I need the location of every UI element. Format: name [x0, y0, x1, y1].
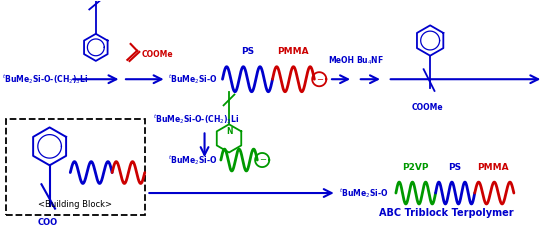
- Text: PMMA: PMMA: [277, 47, 308, 56]
- Text: $^t$BuMe$_2$Si-O: $^t$BuMe$_2$Si-O: [340, 186, 389, 200]
- Text: PS: PS: [241, 47, 254, 56]
- Text: PS: PS: [449, 163, 462, 172]
- Text: PMMA: PMMA: [477, 163, 509, 172]
- Text: COO: COO: [38, 218, 58, 227]
- Text: MeOH: MeOH: [328, 56, 354, 65]
- Text: $^t$BuMe$_2$Si-O: $^t$BuMe$_2$Si-O: [168, 153, 217, 167]
- Text: $^t$BuMe$_2$Si-O: $^t$BuMe$_2$Si-O: [168, 72, 217, 86]
- Text: −: −: [316, 75, 323, 84]
- Text: P2VP: P2VP: [402, 163, 428, 172]
- Text: COOMe: COOMe: [411, 103, 443, 112]
- Text: $^t$BuMe$_2$Si-O-(CH$_2$)$_3$Li: $^t$BuMe$_2$Si-O-(CH$_2$)$_3$Li: [2, 72, 88, 86]
- Text: −: −: [259, 155, 265, 164]
- Text: ABC Triblock Terpolymer: ABC Triblock Terpolymer: [379, 208, 514, 218]
- Text: COOMe: COOMe: [142, 50, 174, 59]
- Text: N: N: [226, 127, 232, 136]
- FancyBboxPatch shape: [6, 119, 145, 215]
- Text: <Building Block>: <Building Block>: [39, 200, 112, 209]
- Text: Bu$_4$NF: Bu$_4$NF: [356, 54, 384, 67]
- Text: $^t$BuMe$_2$Si-O-(CH$_2$)$_3$Li: $^t$BuMe$_2$Si-O-(CH$_2$)$_3$Li: [153, 112, 240, 126]
